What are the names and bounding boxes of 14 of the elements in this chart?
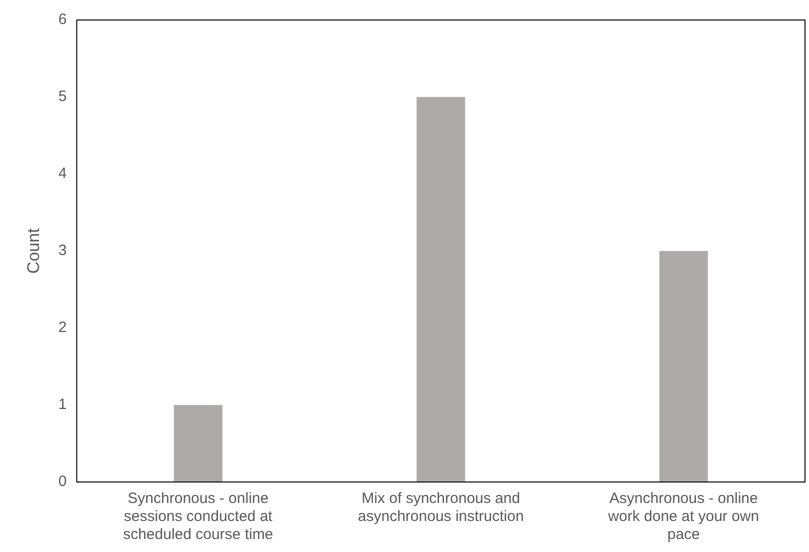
y-tick-label: 5: [58, 88, 67, 106]
y-tick-label: 4: [58, 165, 67, 182]
x-tick-label: Mix of synchronous and asynchronous instruction: [358, 490, 524, 526]
bar: [174, 405, 222, 482]
y-tick-label: 1: [58, 396, 67, 414]
bar: [659, 251, 708, 482]
bar: [416, 97, 466, 482]
y-tick-label: 0: [58, 473, 67, 490]
x-tick-label: Asynchronous - online work done at your own pace: [607, 490, 760, 544]
x-tick-label: Synchronous - online sessions conducted at scheduled course time: [123, 490, 274, 544]
y-tick-label: 3: [58, 242, 67, 260]
y-tick-label: 2: [58, 319, 67, 336]
y-tick-label: 6: [58, 11, 67, 28]
y-axis-title: Count: [24, 228, 43, 274]
